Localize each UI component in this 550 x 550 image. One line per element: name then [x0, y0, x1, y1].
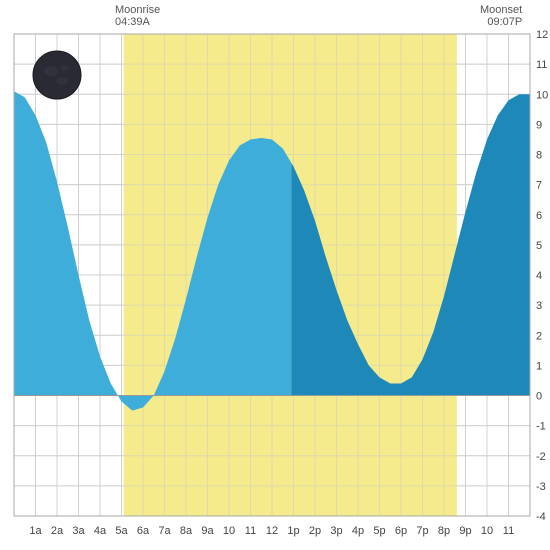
- svg-text:1: 1: [536, 360, 542, 372]
- svg-text:11: 11: [245, 525, 256, 537]
- svg-text:-4: -4: [536, 511, 546, 523]
- svg-text:-2: -2: [536, 451, 546, 463]
- svg-text:12: 12: [266, 525, 278, 537]
- svg-text:4p: 4p: [352, 525, 364, 537]
- svg-text:2a: 2a: [51, 525, 64, 537]
- svg-text:8a: 8a: [180, 525, 193, 537]
- moonset-title: Moonset: [480, 4, 522, 16]
- svg-text:-1: -1: [536, 421, 546, 433]
- svg-text:7p: 7p: [416, 525, 428, 537]
- svg-text:2p: 2p: [309, 525, 321, 537]
- svg-text:6a: 6a: [137, 525, 150, 537]
- moonrise-time: 04:39A: [115, 16, 160, 28]
- svg-text:6p: 6p: [395, 525, 407, 537]
- svg-text:8: 8: [536, 150, 542, 162]
- svg-text:7a: 7a: [158, 525, 171, 537]
- svg-text:2: 2: [536, 330, 542, 342]
- moonset-time: 09:07P: [480, 16, 522, 28]
- svg-text:1p: 1p: [287, 525, 299, 537]
- svg-text:4a: 4a: [94, 525, 107, 537]
- svg-text:3: 3: [536, 300, 542, 312]
- svg-text:9a: 9a: [201, 525, 214, 537]
- svg-text:11: 11: [536, 59, 547, 71]
- svg-text:10: 10: [536, 89, 548, 101]
- svg-text:3p: 3p: [330, 525, 342, 537]
- svg-text:9: 9: [536, 119, 542, 131]
- tide-chart: Moonrise 04:39A Moonset 09:07P -4-3-2-10…: [0, 0, 550, 550]
- svg-text:4: 4: [536, 270, 542, 282]
- moonrise-title: Moonrise: [115, 4, 160, 16]
- svg-text:9p: 9p: [459, 525, 471, 537]
- svg-text:10: 10: [223, 525, 235, 537]
- svg-text:-3: -3: [536, 481, 546, 493]
- chart-svg: -4-3-2-101234567891011121a2a3a4a5a6a7a8a…: [0, 0, 550, 550]
- svg-text:12: 12: [536, 29, 548, 41]
- svg-text:1a: 1a: [29, 525, 42, 537]
- svg-text:5: 5: [536, 240, 542, 252]
- svg-text:11: 11: [503, 525, 514, 537]
- svg-text:5p: 5p: [373, 525, 385, 537]
- moonset-label: Moonset 09:07P: [480, 4, 522, 28]
- svg-text:10: 10: [481, 525, 493, 537]
- moon-icon: [33, 51, 81, 99]
- svg-text:8p: 8p: [438, 525, 450, 537]
- svg-text:5a: 5a: [115, 525, 128, 537]
- moonrise-label: Moonrise 04:39A: [115, 4, 160, 28]
- svg-text:7: 7: [536, 180, 542, 192]
- svg-text:6: 6: [536, 210, 542, 222]
- svg-text:0: 0: [536, 391, 542, 403]
- svg-text:3a: 3a: [72, 525, 85, 537]
